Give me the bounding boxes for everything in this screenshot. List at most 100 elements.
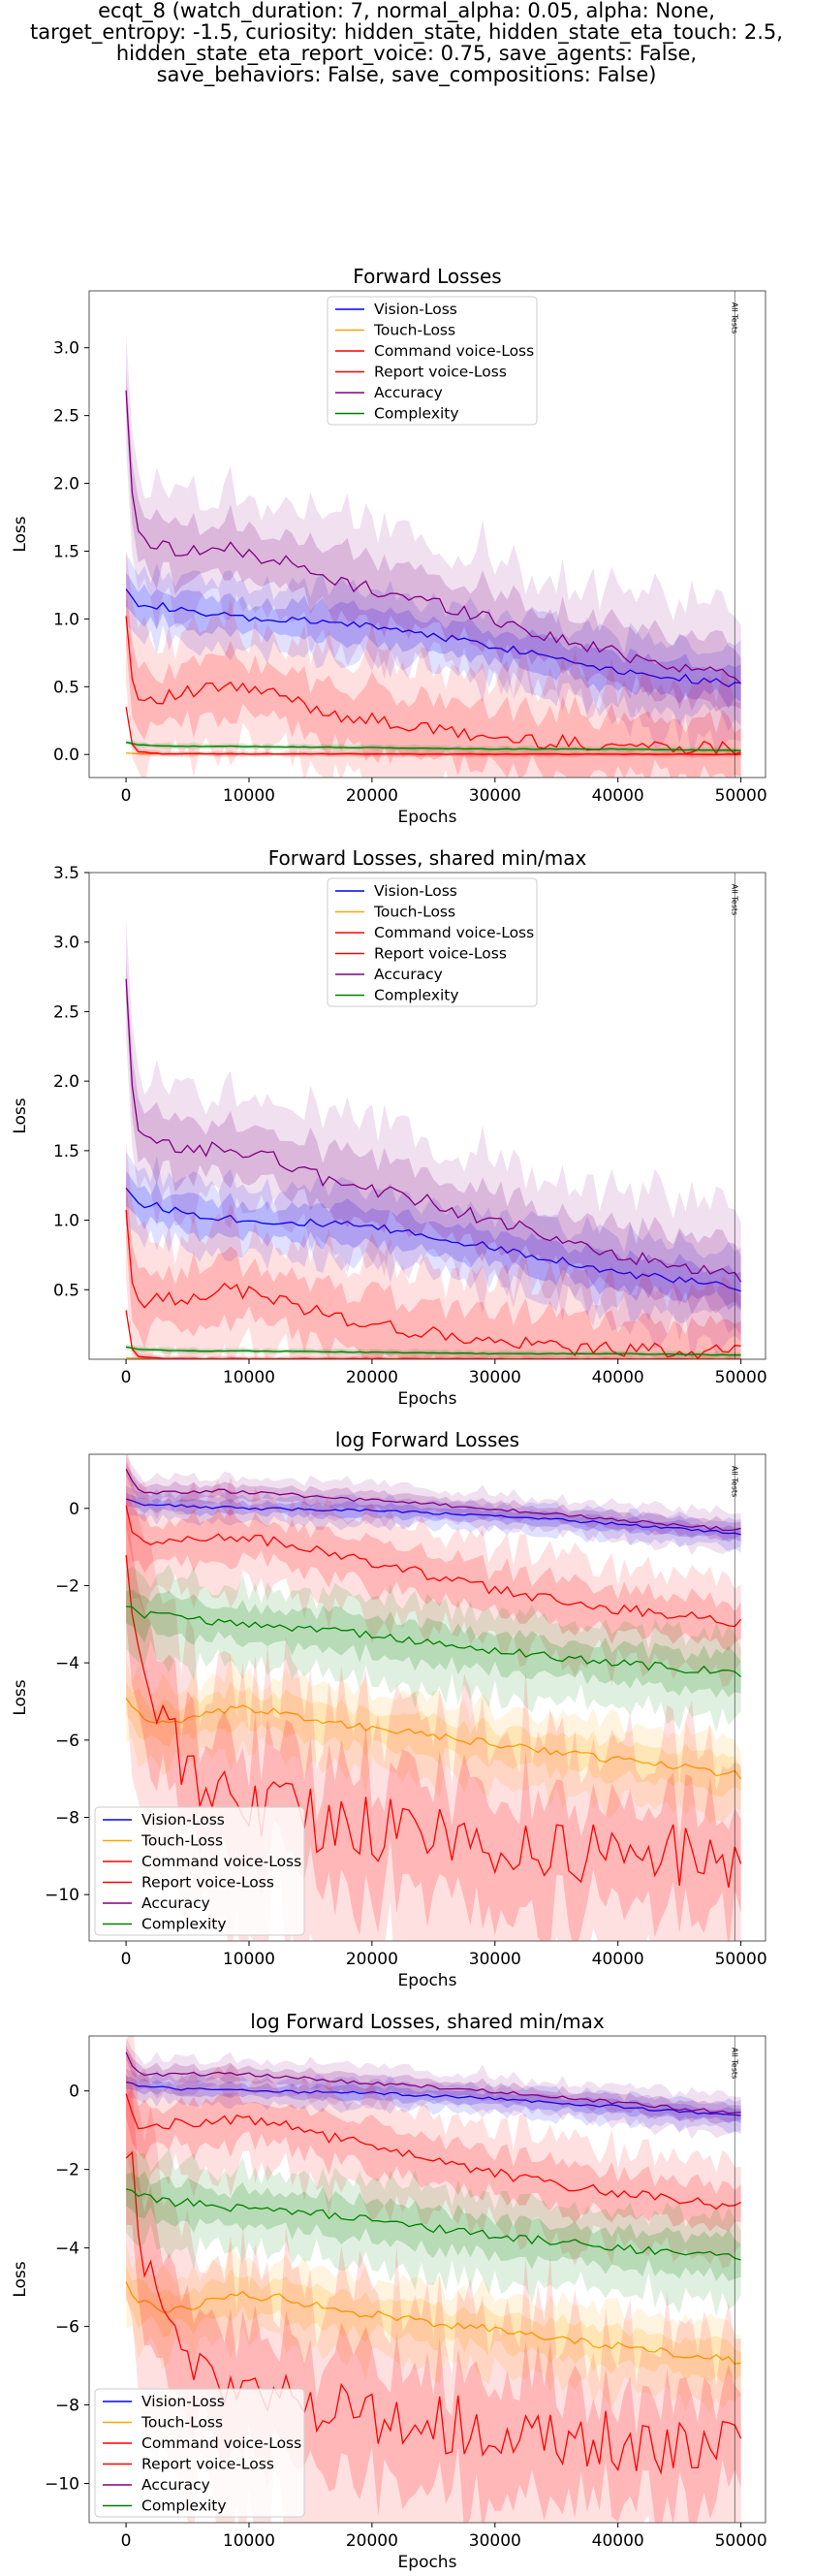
series-line	[125, 588, 741, 687]
y-tick-label: 1.5	[53, 1142, 79, 1161]
legend-box	[327, 877, 538, 1007]
series-line	[125, 1469, 741, 1532]
y-tick-label: −8	[55, 1809, 79, 1829]
legend-label: Vision-Loss	[374, 301, 457, 318]
series-band-inner	[126, 1170, 741, 1311]
y-tick-label: 0.0	[53, 746, 79, 765]
series-band-inner	[126, 572, 741, 710]
x-tick-label: 40000	[592, 786, 644, 806]
y-tick-label: 2.5	[53, 1002, 79, 1022]
legend-label: Report voice-Loss	[374, 364, 507, 381]
y-axis-label: Loss	[11, 1679, 30, 1715]
series-line	[125, 978, 742, 1283]
legend-box	[94, 1806, 305, 1936]
legend-label: Accuracy	[141, 2476, 210, 2494]
chart-title: Forward Losses, shared min/max	[268, 846, 587, 870]
series-line	[125, 2150, 742, 2475]
y-tick-label: 2.0	[53, 1072, 79, 1092]
legend-label: Complexity	[141, 1916, 227, 1933]
chart-title: log Forward Losses	[335, 1428, 519, 1451]
y-tick-label: 3.5	[53, 864, 79, 883]
series-band-inner	[126, 2266, 741, 2384]
series-band-inner	[126, 2046, 741, 2124]
legend-label: Report voice-Loss	[141, 1874, 274, 1892]
series-band-inner	[126, 1589, 741, 1698]
x-axis-label: Epochs	[398, 808, 457, 827]
y-tick-label: −6	[55, 1732, 79, 1751]
series-band-outer	[126, 1564, 741, 1733]
legend-label: Vision-Loss	[374, 882, 457, 900]
legend-box	[327, 296, 538, 426]
legend-label: Report voice-Loss	[374, 945, 507, 963]
y-tick-label: 3.0	[53, 934, 79, 953]
y-tick-label: −8	[55, 2397, 79, 2416]
x-axis-label: Epochs	[398, 2553, 457, 2572]
legend-label: Complexity	[374, 405, 459, 423]
figure-title-line: target_entropy: -1.5, curiosity: hidden_…	[30, 20, 783, 44]
legend-label: Touch-Loss	[373, 322, 455, 339]
x-axis-label: Epochs	[398, 1971, 457, 1990]
series-band-outer	[126, 1344, 741, 1359]
plot-frame	[88, 290, 766, 779]
all-tests-label: All Tests	[730, 302, 738, 334]
y-tick-label: −10	[45, 2475, 79, 2495]
series-line	[125, 707, 741, 756]
x-tick-label: 30000	[469, 786, 521, 806]
y-tick-label: 0.5	[53, 1281, 79, 1300]
series-band-outer	[126, 553, 741, 732]
series-band-outer	[126, 1141, 741, 1359]
x-tick-label: 0	[121, 2531, 132, 2551]
legend-box	[94, 2388, 305, 2518]
chart-forward-losses-shared: Forward Losses, shared min/max All Tests 0…	[11, 846, 767, 1409]
series-band-inner	[126, 1485, 741, 1651]
y-tick-label: −10	[45, 1886, 79, 1905]
legend-label: Vision-Loss	[141, 2393, 225, 2410]
y-tick-label: 3.0	[53, 339, 79, 359]
series-band-outer	[126, 2069, 741, 2135]
series-line	[125, 390, 742, 684]
y-tick-label: −6	[55, 2318, 79, 2337]
y-axis-label: Loss	[11, 1097, 30, 1133]
legend-label: Command voice-Loss	[141, 1853, 301, 1870]
y-tick-label: −2	[55, 1576, 79, 1596]
legend-label: Accuracy	[374, 384, 443, 401]
x-tick-label: 50000	[715, 2531, 767, 2551]
series-band-inner	[126, 587, 741, 778]
x-tick-label: 10000	[223, 1368, 275, 1387]
series-line	[125, 616, 741, 755]
x-tick-label: 10000	[223, 2531, 275, 2551]
series-line	[125, 2093, 741, 2210]
all-tests-label: All Tests	[730, 884, 738, 915]
series-band-outer	[126, 704, 741, 759]
chart-forward-losses: Forward Losses All Tests 0 10000 20000 30000 4…	[11, 265, 767, 827]
series-line	[125, 1188, 741, 1292]
x-tick-label: 40000	[592, 1368, 644, 1387]
x-tick-label: 30000	[469, 1368, 521, 1387]
x-tick-label: 10000	[223, 1950, 275, 1969]
figure-title-line: save_behaviors: False, save_compositions…	[156, 63, 657, 86]
x-tick-label: 50000	[715, 1368, 767, 1387]
series-band-outer	[126, 920, 741, 1359]
legend-label: Accuracy	[374, 966, 443, 983]
legend-label: Complexity	[374, 987, 459, 1004]
x-tick-label: 20000	[346, 2531, 398, 2551]
x-tick-label: 20000	[346, 786, 398, 806]
legend: Vision-Loss Touch-Loss Command voice-Loss R…	[327, 296, 538, 426]
legend: Vision-Loss Touch-Loss Command voice-Loss R…	[327, 877, 538, 1007]
y-tick-label: 0	[69, 1500, 79, 1519]
series-line	[125, 1346, 741, 1356]
series-band-inner	[126, 2076, 741, 2123]
chart-log-forward-losses-shared: log Forward Losses, shared min/max All Te…	[11, 2010, 767, 2572]
plot-frame	[88, 1453, 766, 1942]
x-tick-label: 40000	[592, 1950, 644, 1969]
series-band-outer	[126, 1454, 741, 1556]
x-tick-label: 10000	[223, 786, 275, 806]
y-tick-label: 2.0	[53, 475, 79, 494]
figure-title: ecqt_8 (watch_duration: 7, normal_alpha:…	[0, 0, 813, 85]
y-tick-label: 1.5	[53, 542, 79, 561]
series-band-outer	[126, 549, 741, 778]
series-line	[126, 1606, 742, 1678]
x-tick-label: 0	[121, 1950, 132, 1969]
plot-area	[125, 333, 742, 778]
series-band-outer	[126, 1653, 741, 1825]
